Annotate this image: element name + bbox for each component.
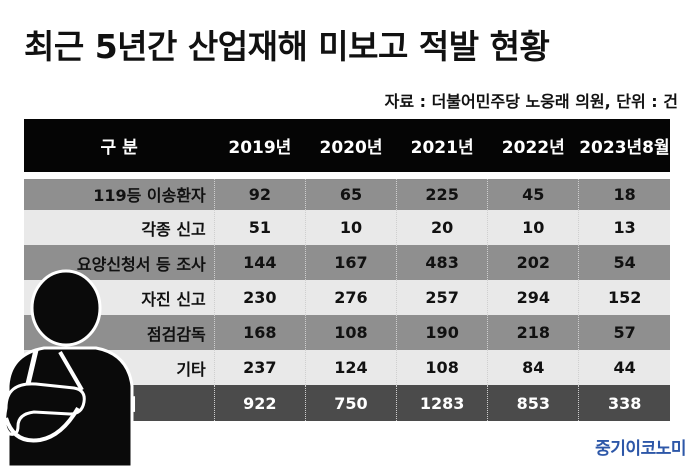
publisher-logo: 중기이코노미 bbox=[595, 439, 686, 459]
table-cell: 108 bbox=[304, 315, 397, 350]
table-cell: 84 bbox=[487, 350, 579, 385]
total-cell: 853 bbox=[487, 385, 579, 421]
table-row: 119등 이송환자 92 65 225 45 18 bbox=[24, 175, 670, 210]
table-cell: 483 bbox=[396, 245, 488, 280]
table-cell: 225 bbox=[396, 175, 488, 210]
table-cell: 168 bbox=[213, 315, 306, 350]
table-cell: 237 bbox=[213, 350, 306, 385]
table-row: 점검감독 168 108 190 218 57 bbox=[24, 315, 670, 350]
header-year: 2019년 bbox=[214, 119, 306, 179]
table-cell: 18 bbox=[578, 175, 670, 210]
accident-stats-table: 구 분 2019년 2020년 2021년 2022년 2023년8월 119등… bbox=[24, 119, 670, 421]
table-cell: 92 bbox=[213, 175, 306, 210]
table-row: 각종 신고 51 10 20 10 13 bbox=[24, 210, 670, 245]
table-cell: 10 bbox=[487, 210, 579, 245]
table-cell: 167 bbox=[304, 245, 397, 280]
header-year: 2020년 bbox=[305, 119, 397, 179]
row-category: 119등 이송환자 bbox=[24, 175, 215, 210]
total-row: 총 계 922 750 1283 853 338 bbox=[24, 385, 670, 421]
table-cell: 44 bbox=[578, 350, 670, 385]
row-category: 각종 신고 bbox=[24, 210, 215, 245]
table-cell: 190 bbox=[396, 315, 488, 350]
row-category: 자진 신고 bbox=[24, 280, 215, 315]
table-cell: 51 bbox=[213, 210, 306, 245]
row-category: 기타 bbox=[24, 350, 215, 385]
total-cell: 922 bbox=[213, 385, 306, 421]
header-year: 2021년 bbox=[396, 119, 488, 179]
table-cell: 218 bbox=[487, 315, 579, 350]
table-cell: 230 bbox=[213, 280, 306, 315]
table-cell: 20 bbox=[396, 210, 488, 245]
total-cell: 338 bbox=[578, 385, 670, 421]
table-cell: 257 bbox=[396, 280, 488, 315]
table-header-row: 구 분 2019년 2020년 2021년 2022년 2023년8월 bbox=[24, 119, 670, 179]
table-cell: 124 bbox=[304, 350, 397, 385]
table-cell: 294 bbox=[487, 280, 579, 315]
total-label: 총 계 bbox=[24, 385, 215, 421]
table-row: 자진 신고 230 276 257 294 152 bbox=[24, 280, 670, 315]
total-cell: 750 bbox=[304, 385, 397, 421]
source-note: 자료 : 더불어민주당 노웅래 의원, 단위 : 건 bbox=[384, 92, 678, 111]
table-cell: 13 bbox=[578, 210, 670, 245]
table-cell: 276 bbox=[304, 280, 397, 315]
table-cell: 202 bbox=[487, 245, 579, 280]
table-cell: 144 bbox=[213, 245, 306, 280]
table-row: 기타 237 124 108 84 44 bbox=[24, 350, 670, 385]
table-cell: 108 bbox=[396, 350, 488, 385]
header-year: 2023년8월 bbox=[578, 119, 670, 179]
table-cell: 10 bbox=[304, 210, 397, 245]
table-cell: 45 bbox=[487, 175, 579, 210]
table-cell: 54 bbox=[578, 245, 670, 280]
table-cell: 57 bbox=[578, 315, 670, 350]
table-cell: 65 bbox=[304, 175, 397, 210]
header-category: 구 분 bbox=[24, 119, 215, 179]
row-category: 점검감독 bbox=[24, 315, 215, 350]
row-category: 요양신청서 등 조사 bbox=[24, 245, 215, 280]
total-cell: 1283 bbox=[396, 385, 488, 421]
table-row: 요양신청서 등 조사 144 167 483 202 54 bbox=[24, 245, 670, 280]
header-year: 2022년 bbox=[487, 119, 579, 179]
table-cell: 152 bbox=[578, 280, 670, 315]
page-title: 최근 5년간 산업재해 미보고 적발 현황 bbox=[24, 27, 550, 66]
